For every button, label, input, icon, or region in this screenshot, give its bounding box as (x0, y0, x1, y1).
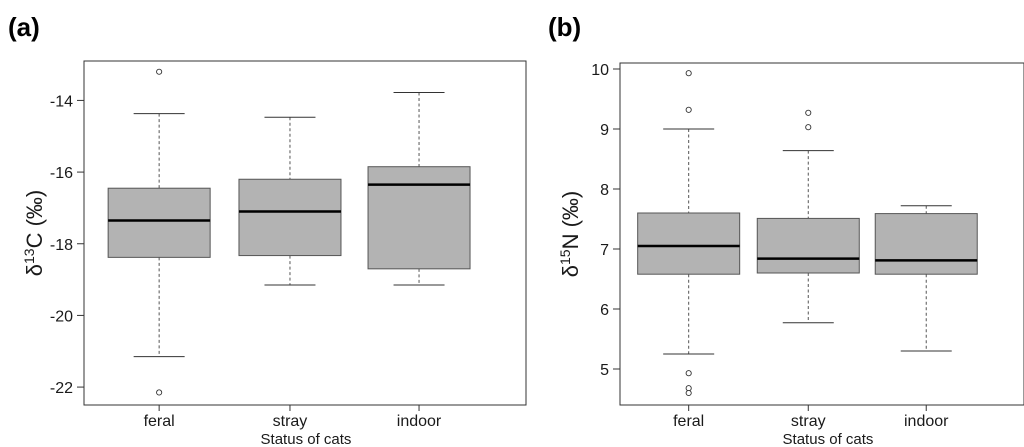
x-tick-label: stray (791, 413, 826, 430)
plot-frame (83, 60, 527, 406)
y-axis-label-sup: 13 (21, 248, 37, 264)
panel-label: (a) (8, 12, 40, 42)
y-tick-label: 6 (600, 302, 609, 319)
outlier-point (685, 106, 692, 113)
iqr-box (874, 213, 978, 275)
outlier-point (805, 109, 812, 116)
y-tick-label: -22 (50, 380, 73, 397)
outlier-point (685, 389, 692, 397)
box-indoor (874, 205, 978, 352)
panel-a: (a) -22 -20 -18 -16 -14 feral stray indoor Status… (8, 12, 527, 447)
y-tick-label: -14 (50, 93, 73, 110)
x-axis-label: Status of cats (783, 431, 874, 447)
x-tick-label: indoor (397, 413, 442, 430)
y-axis-label: δ15N (‰) (557, 191, 583, 277)
outlier-point (805, 124, 812, 131)
x-tick-label: feral (144, 413, 175, 430)
outlier-point (156, 68, 163, 75)
box-stray (238, 116, 342, 286)
y-axis-label-rest: N (‰) (558, 191, 583, 250)
plot-frame (619, 62, 1024, 406)
outlier-point (685, 70, 692, 77)
y-axis-label: δ13C (‰) (21, 190, 47, 276)
iqr-box (238, 178, 342, 257)
y-tick-label: 10 (591, 62, 609, 79)
outlier-point (685, 370, 692, 377)
y-tick-label: 9 (600, 122, 609, 139)
y-tick-label: 5 (600, 362, 609, 379)
outlier-point (156, 389, 163, 396)
iqr-box (637, 212, 741, 275)
y-tick-label: 8 (600, 182, 609, 199)
box-indoor (367, 92, 471, 286)
y-tick-label: 7 (600, 242, 609, 259)
y-axis-label-main: δ (22, 264, 47, 276)
y-tick-label: -16 (50, 165, 73, 182)
x-tick-label: indoor (904, 413, 949, 430)
x-tick-label: feral (673, 413, 704, 430)
y-tick-label: -20 (50, 308, 73, 325)
y-axis-label-sup: 15 (557, 249, 573, 265)
panel-b: (b) 5 6 7 8 9 10 feral stray indoor Status of cats… (548, 12, 1024, 447)
x-tick-label: stray (273, 413, 308, 430)
y-axis-label-main: δ (558, 265, 583, 277)
y-tick-label: -18 (50, 237, 73, 254)
box-stray (756, 109, 860, 324)
panel-label: (b) (548, 12, 581, 42)
box-feral (637, 70, 741, 397)
box-feral (107, 68, 211, 396)
iqr-box (756, 217, 860, 274)
iqr-box (107, 187, 211, 258)
iqr-box (367, 166, 471, 270)
x-axis-label: Status of cats (261, 431, 352, 447)
y-axis-label-rest: C (‰) (22, 190, 47, 249)
